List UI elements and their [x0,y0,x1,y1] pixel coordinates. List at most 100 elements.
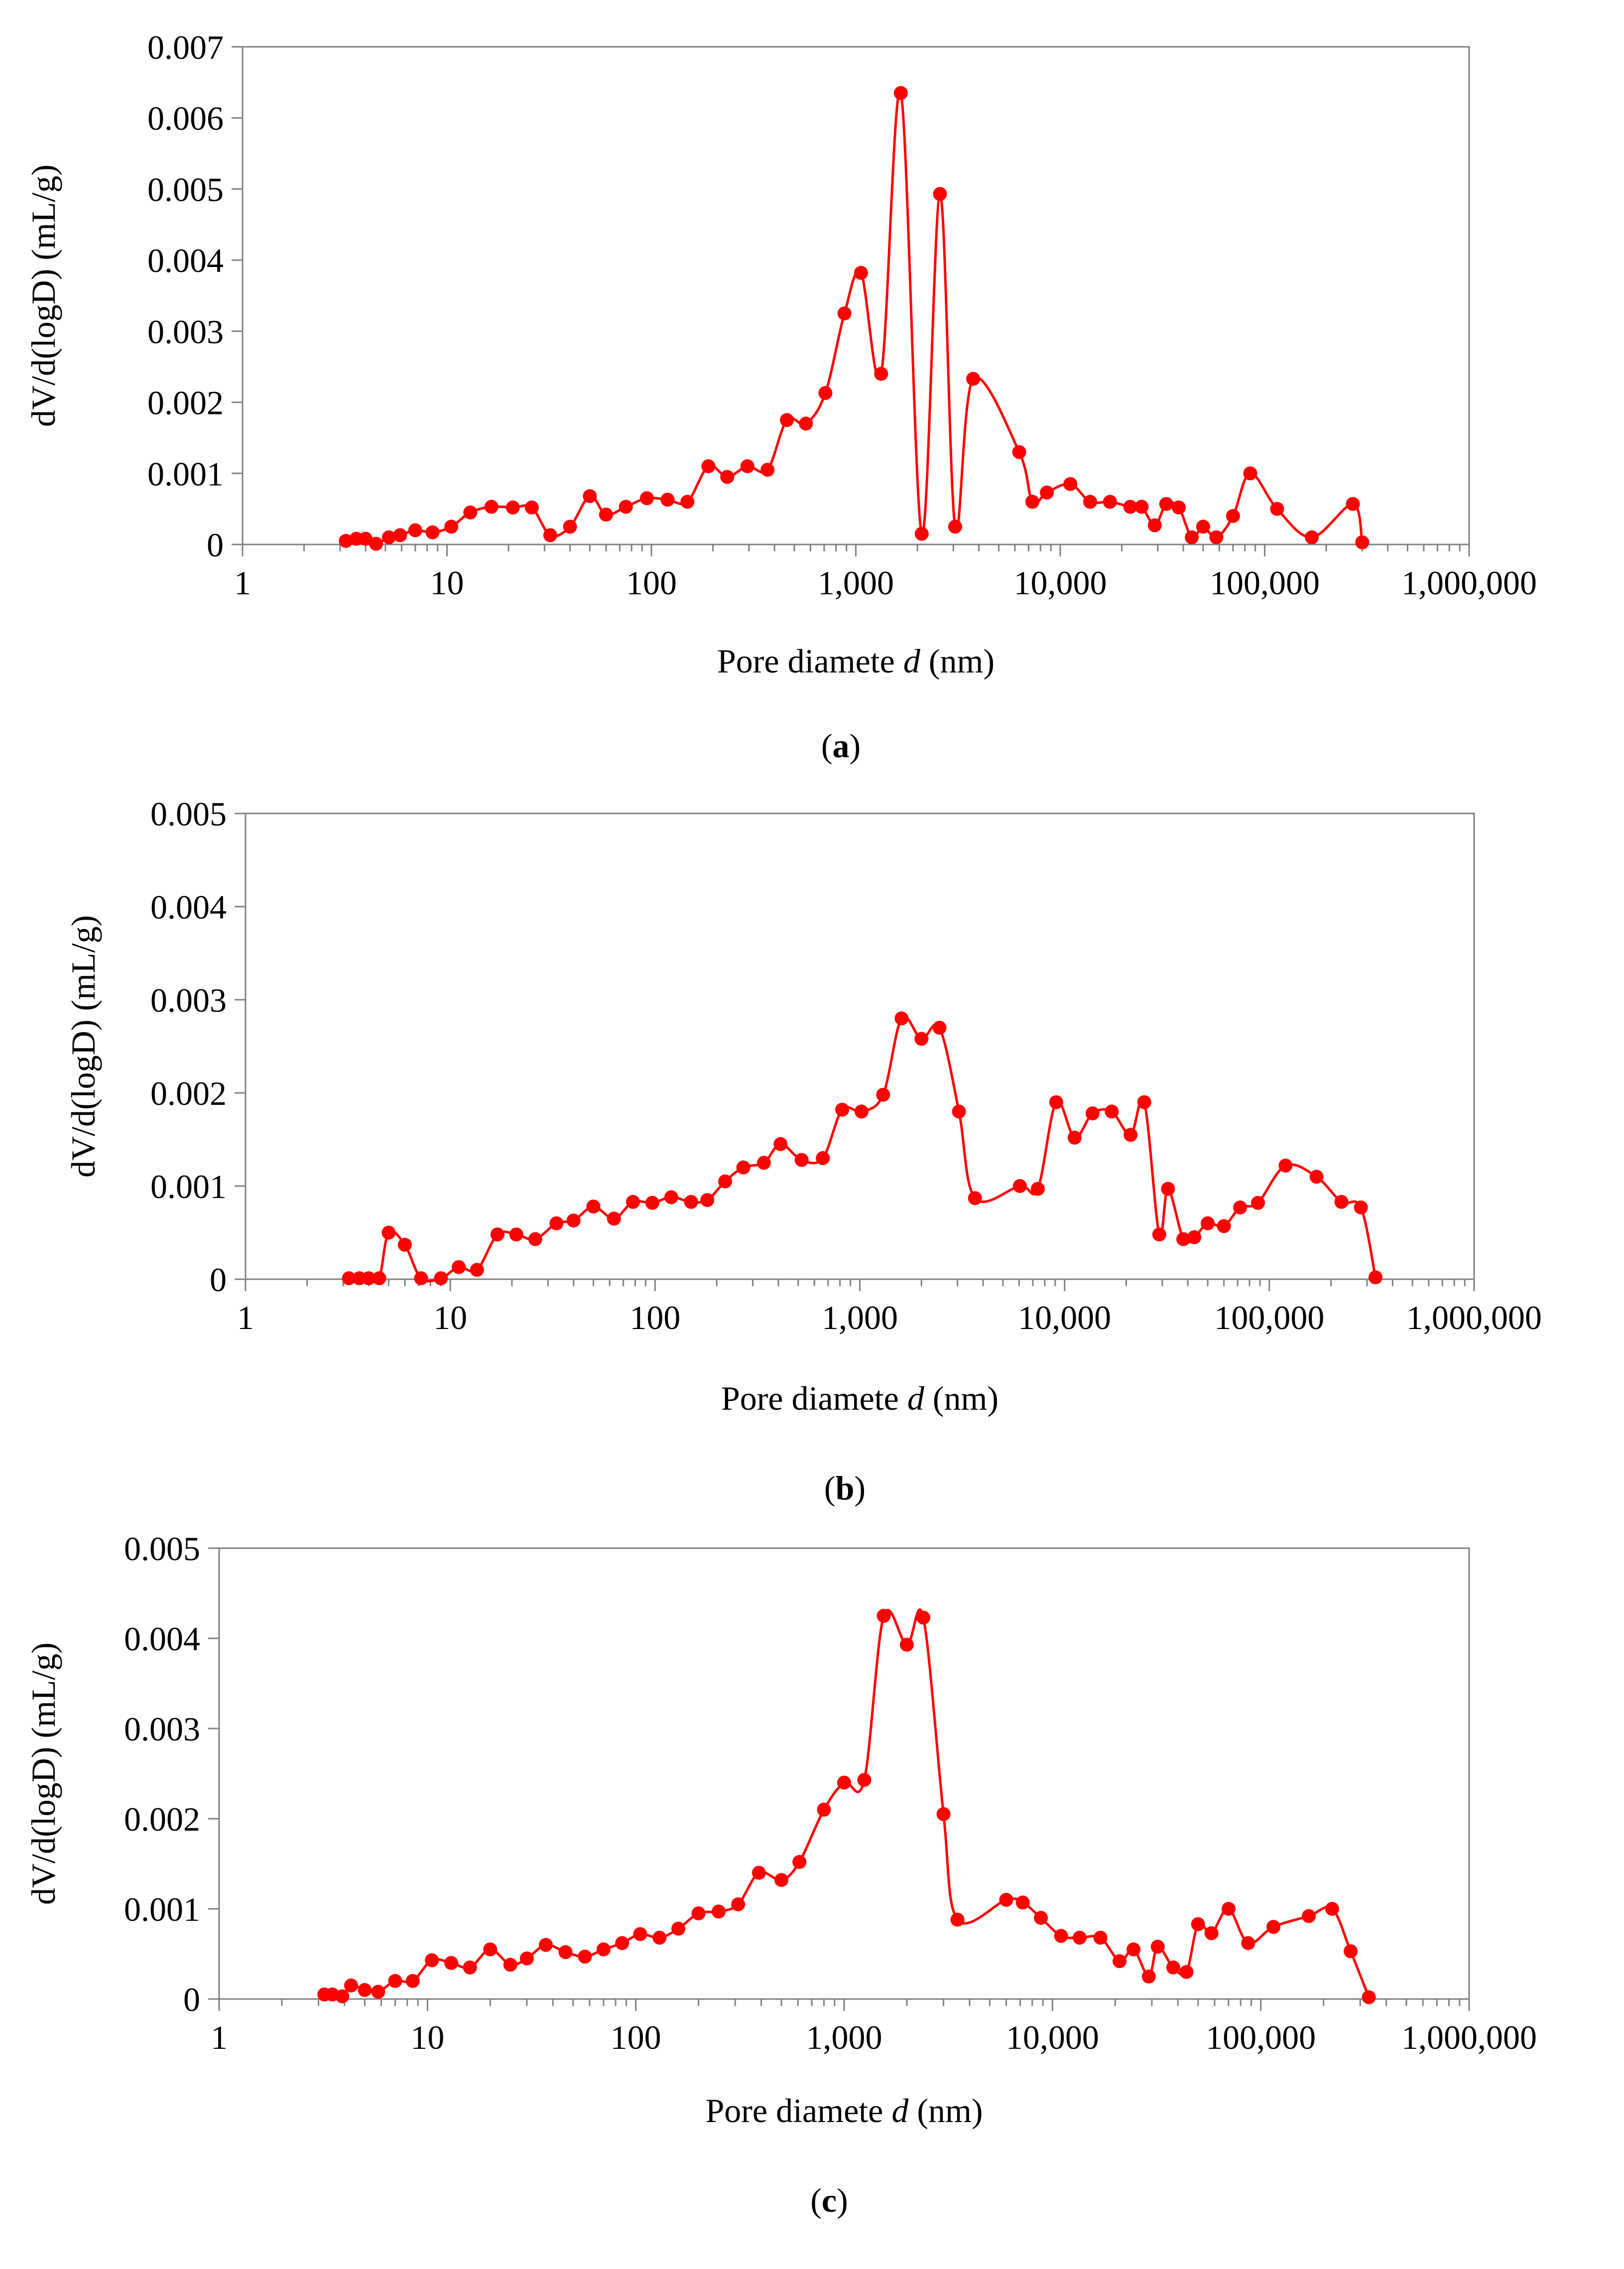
data-point [1270,502,1284,516]
data-point [1083,495,1097,509]
data-point [914,527,929,541]
data-point [586,1200,601,1214]
series-line [345,90,1364,545]
y-tick-label: 0 [183,1981,200,2018]
data-point [1233,1201,1248,1214]
data-point [1137,1095,1151,1109]
data-point [671,1921,686,1936]
data-point [1354,1201,1368,1214]
data-point [652,1930,667,1945]
data-point [1278,1158,1293,1173]
data-point [558,1945,573,1959]
data-point [1123,500,1137,514]
chart-a: 0 0.001 0.002 0.003 0.004 0.005 0.006 0.007 1 10 1… [24,28,1537,765]
x-axis-title-variable: d [891,2092,909,2130]
x-axis-title-variable: d [903,642,921,680]
data-point [1179,1965,1194,1979]
data-point [583,489,597,503]
data-point [893,86,908,100]
data-point [639,491,654,506]
x-tick-label: 1,000 [806,2018,882,2056]
x-axis-title-variable: d [907,1379,925,1417]
data-point [369,536,383,551]
x-tick-label: 1 [237,1299,254,1336]
x-axis-title-text: Pore diamete [705,2092,891,2130]
data-point [1346,497,1360,511]
data-point [936,1807,951,1821]
data-point [362,1271,376,1286]
data-point [756,1156,771,1170]
data-point [794,1153,809,1167]
data-point [463,1960,477,1975]
chart-b: 0 0.001 0.002 0.003 0.004 0.005 1 10 100 1,000 10,… [64,795,1542,1507]
y-tick-label: 0.002 [124,1800,200,1838]
data-point [342,1271,356,1286]
data-point [425,525,440,539]
data-point [1209,530,1224,544]
panel-caption: (c) [810,2181,848,2219]
panel-caption-letter: c [822,2181,837,2219]
data-point [1049,1095,1063,1109]
data-point [684,1195,698,1209]
data-point [916,1610,931,1625]
x-tick-label: 100,000 [1210,564,1320,602]
data-point [773,1137,788,1151]
data-point [932,1021,947,1035]
data-point [335,1989,350,2003]
data-point [503,1958,517,1972]
x-tick-label: 1,000 [818,564,894,602]
plot-frame [218,1547,1470,2000]
data-point [837,306,852,321]
x-axis-title: Pore diamete d (nm) [717,642,995,680]
x-axis-title: Pore diamete d (nm) [705,2092,983,2130]
data-point [1105,1104,1119,1119]
y-tick-label: 0.001 [150,1168,227,1205]
data-point [371,1985,385,1999]
y-tick-label: 0 [210,1261,227,1299]
data-point [760,463,775,477]
y-tick-label: 0.005 [147,170,224,208]
data-point [563,520,577,534]
x-tick-label: 1 [234,564,251,602]
y-tick-label: 0.005 [124,1530,200,1568]
data-point [505,500,520,515]
data-point [660,493,675,507]
y-tick-label: 0.003 [150,981,227,1019]
data-point [1201,1216,1215,1230]
data-point [774,1873,789,1887]
data-point [835,1102,850,1117]
y-tick-label: 0.003 [147,313,224,351]
data-point [1196,520,1210,534]
x-tick-label: 1 [211,2018,228,2056]
x-tick-label: 10,000 [1014,564,1107,602]
data-point [1309,1170,1324,1184]
data-point [1191,1917,1205,1931]
data-point [596,1942,611,1957]
data-point [1030,1182,1045,1196]
data-point [1217,1219,1231,1233]
data-point [463,505,478,520]
data-point [1221,1902,1236,1916]
data-point [966,372,981,386]
data-point [372,1271,386,1286]
data-point [393,528,407,542]
data-point [1072,1930,1087,1945]
y-tick-label: 0.004 [124,1620,200,1658]
data-point [712,1904,726,1919]
data-point [633,1927,647,1941]
data-point [1113,1954,1127,1968]
data-point [736,1160,750,1175]
plot-frame [242,46,1470,545]
data-point [718,1174,733,1189]
y-tick-label: 0.001 [124,1890,200,1928]
data-point [1054,1929,1068,1943]
data-point [1187,1230,1202,1244]
data-point [876,1608,891,1623]
data-point [1040,485,1054,500]
data-point [339,534,353,548]
data-point [645,1196,659,1210]
data-point [1355,535,1370,549]
series-line [349,1015,1377,1283]
y-tick-label: 0.007 [147,28,224,66]
data-point [874,367,888,381]
